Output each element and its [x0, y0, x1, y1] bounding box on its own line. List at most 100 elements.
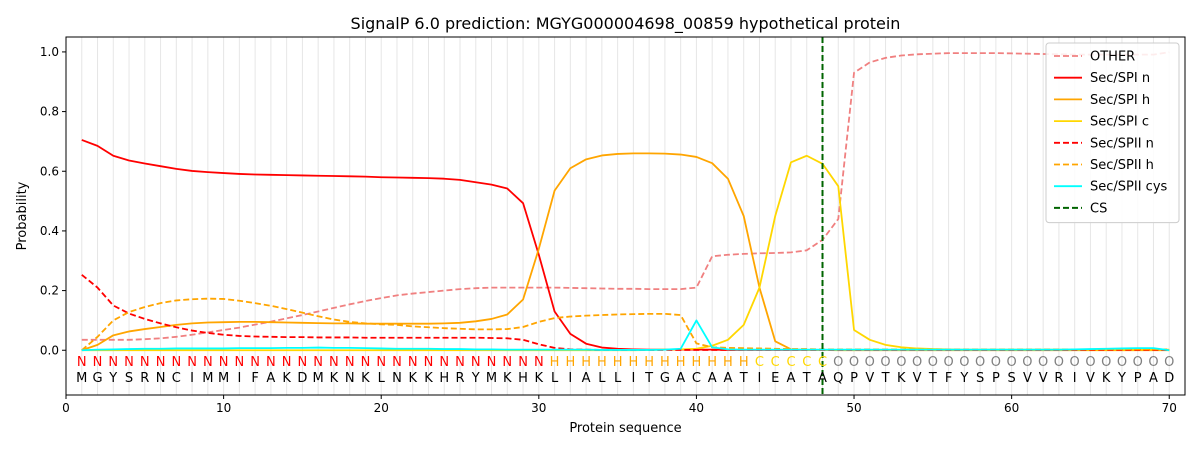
region-label: N — [234, 355, 244, 370]
residue-label: G — [660, 371, 670, 386]
region-label: O — [928, 355, 938, 370]
region-label: O — [1085, 355, 1095, 370]
legend-label: Sec/SPI c — [1090, 115, 1149, 130]
residue-label: P — [1134, 371, 1142, 386]
residue-label: L — [614, 371, 622, 386]
region-label: H — [644, 355, 654, 370]
x-tick-label: 70 — [1162, 401, 1177, 415]
residue-label: M — [76, 371, 87, 386]
region-label: N — [392, 355, 402, 370]
region-label: N — [455, 355, 465, 370]
region-label: N — [439, 355, 449, 370]
y-tick-label: 0.2 — [40, 284, 59, 298]
region-label: O — [1117, 355, 1127, 370]
region-label: H — [692, 355, 702, 370]
residue-label: M — [486, 371, 497, 386]
region-label: N — [376, 355, 386, 370]
residue-label: C — [172, 371, 181, 386]
region-label: H — [581, 355, 591, 370]
region-label: H — [613, 355, 623, 370]
region-label: N — [93, 355, 103, 370]
y-tick-label: 0.6 — [40, 164, 59, 178]
residue-label: Y — [471, 371, 480, 386]
region-label: O — [865, 355, 875, 370]
region-label: C — [786, 355, 795, 370]
region-label: C — [755, 355, 764, 370]
y-tick-label: 0.4 — [40, 224, 59, 238]
region-label: N — [124, 355, 134, 370]
residue-label: H — [518, 371, 528, 386]
region-label: N — [361, 355, 371, 370]
region-label: N — [534, 355, 544, 370]
residue-label: V — [865, 371, 874, 386]
region-label: N — [471, 355, 481, 370]
residue-label: T — [644, 371, 653, 386]
region-label: O — [1070, 355, 1080, 370]
region-label: O — [1022, 355, 1032, 370]
residue-label: T — [739, 371, 748, 386]
legend: OTHER Sec/SPI n Sec/SPI h Sec/SPI c Sec/SPII… — [1045, 42, 1180, 224]
region-label: N — [518, 355, 528, 370]
x-tick-label: 60 — [1004, 401, 1019, 415]
residue-label: I — [631, 371, 635, 386]
residue-label: V — [1086, 371, 1095, 386]
residue-label: A — [676, 371, 685, 386]
y-axis-label: Probability — [15, 181, 30, 250]
residue-label: A — [723, 371, 732, 386]
region-label: O — [943, 355, 953, 370]
residue-label: I — [237, 371, 241, 386]
region-label: N — [424, 355, 434, 370]
legend-box — [1045, 42, 1180, 224]
region-label: N — [156, 355, 166, 370]
region-label: H — [660, 355, 670, 370]
x-tick-label: 0 — [62, 401, 70, 415]
region-label: O — [1101, 355, 1111, 370]
region-label: H — [723, 355, 733, 370]
region-label: N — [187, 355, 197, 370]
region-label: H — [676, 355, 686, 370]
residue-label: C — [692, 371, 701, 386]
region-label: O — [880, 355, 890, 370]
region-label: N — [408, 355, 418, 370]
residue-label: A — [266, 371, 275, 386]
region-label: H — [565, 355, 575, 370]
region-label: N — [108, 355, 118, 370]
region-label: O — [1054, 355, 1064, 370]
residue-label: T — [802, 371, 811, 386]
region-label: H — [739, 355, 749, 370]
region-label: N — [487, 355, 497, 370]
series-line-other — [81, 51, 1170, 341]
residue-label: R — [1054, 371, 1063, 386]
residue-label: F — [251, 371, 258, 386]
legend-label: Sec/SPII cys — [1090, 180, 1168, 195]
axes-frame — [65, 36, 1186, 396]
y-tick-label: 0.8 — [40, 105, 59, 119]
region-label: O — [896, 355, 906, 370]
region-label: O — [912, 355, 922, 370]
residue-label: A — [708, 371, 717, 386]
residue-label: I — [190, 371, 194, 386]
residue-label: T — [928, 371, 937, 386]
residue-label: K — [282, 371, 291, 386]
region-label: N — [313, 355, 323, 370]
residue-label: S — [125, 371, 133, 386]
residue-label: F — [945, 371, 952, 386]
series-line-sec-spii-h — [81, 297, 1170, 351]
region-label: N — [77, 355, 87, 370]
legend-label: Sec/SPI n — [1090, 71, 1150, 86]
region-label: N — [266, 355, 276, 370]
residue-label: M — [218, 371, 229, 386]
legend-label: Sec/SPII n — [1090, 136, 1154, 151]
legend-label: Sec/SPI h — [1090, 93, 1150, 108]
legend-label: OTHER — [1090, 50, 1135, 65]
x-tick-label: 10 — [216, 401, 231, 415]
residue-label: L — [551, 371, 559, 386]
region-label: H — [707, 355, 717, 370]
region-label: O — [849, 355, 859, 370]
plot-area: NMNGNYNSNRNNNCNINMNMNINFNANKNDNMNKNNNKNL… — [40, 36, 1186, 415]
region-label: C — [771, 355, 780, 370]
residue-label: I — [1073, 371, 1077, 386]
residue-label: M — [313, 371, 324, 386]
residue-label: V — [913, 371, 922, 386]
residue-label: L — [378, 371, 386, 386]
